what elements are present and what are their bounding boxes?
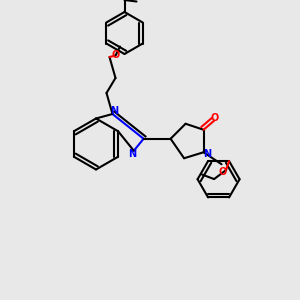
- Text: O: O: [211, 113, 219, 123]
- Text: N: N: [128, 149, 136, 159]
- Text: O: O: [111, 50, 120, 61]
- Text: O: O: [219, 167, 227, 178]
- Text: N: N: [203, 149, 211, 159]
- Text: N: N: [110, 106, 118, 116]
